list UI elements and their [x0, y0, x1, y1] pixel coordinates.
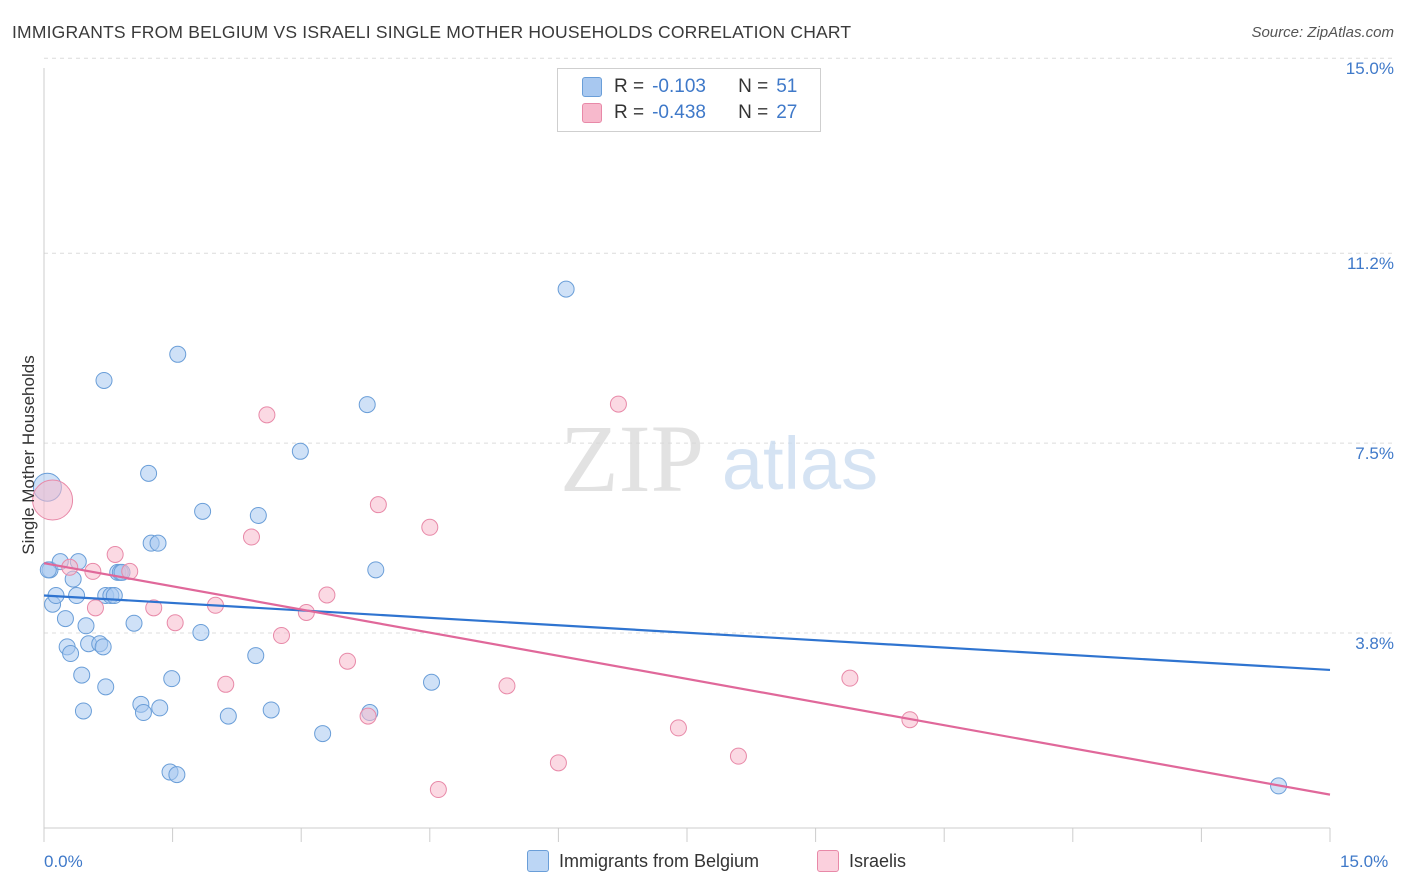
data-point [429, 781, 447, 799]
data-point [358, 396, 376, 414]
data-point [73, 666, 91, 684]
data-point [140, 464, 158, 482]
data-point [318, 586, 336, 604]
x-axis-ticks [43, 828, 1331, 842]
data-point [242, 528, 260, 546]
data-point [106, 545, 124, 563]
legend-r-value: -0.103 [652, 76, 706, 97]
data-point [549, 754, 567, 772]
data-point [166, 614, 184, 632]
legend-row-belgium: R = -0.103 N = 51 [582, 75, 797, 99]
trend-line [43, 594, 1331, 672]
legend-n-label: N = [738, 76, 769, 97]
watermark-atlas: atlas [722, 422, 878, 505]
x-tick-label-min: 0.0% [44, 852, 83, 871]
data-point [367, 561, 385, 579]
y-tick-label: 15.0% [1345, 59, 1394, 79]
y-tick-label: 11.2% [1347, 254, 1394, 274]
legend-r-value: -0.438 [652, 102, 706, 123]
data-point [219, 707, 237, 725]
data-point [421, 518, 439, 536]
data-point [314, 725, 332, 743]
data-point [498, 677, 516, 695]
data-point [39, 561, 57, 579]
source-credit: Source: ZipAtlas.com [1251, 24, 1394, 41]
data-point [669, 719, 687, 737]
data-point [97, 678, 115, 696]
legend-swatch-israelis [582, 103, 602, 123]
legend-n-value: 27 [776, 102, 798, 123]
watermark-zip: ZIP [560, 405, 704, 512]
data-point [729, 747, 747, 765]
data-point [557, 280, 575, 298]
data-point [77, 617, 95, 635]
data-point [291, 442, 309, 460]
bottom-legend-label: Israelis [849, 850, 907, 871]
data-point [217, 675, 235, 693]
data-point [262, 701, 280, 719]
data-point [94, 638, 112, 656]
y-axis-label: Single Mother Households [19, 355, 38, 555]
data-point [95, 371, 113, 389]
bottom-legend-swatch-israelis [817, 850, 839, 872]
trend-line [43, 562, 1331, 796]
data-point [74, 702, 92, 720]
data-point [105, 587, 123, 605]
legend-r-label: R = [614, 102, 645, 123]
data-point [56, 610, 74, 628]
data-point [192, 623, 210, 641]
data-point [32, 479, 74, 521]
legend-row-israelis: R = -0.438 N = 27 [582, 101, 797, 125]
series-belgium-points [32, 280, 1288, 795]
data-point [163, 670, 181, 688]
data-point [169, 345, 187, 363]
y-tick-label: 3.8% [1355, 633, 1394, 653]
x-tick-label-max: 15.0% [1340, 852, 1389, 871]
legend-r-label: R = [614, 76, 645, 97]
data-point [168, 766, 186, 784]
legend-n-label: N = [738, 102, 769, 123]
data-point [359, 707, 377, 725]
data-point [258, 406, 276, 424]
data-point [125, 614, 143, 632]
bottom-legend-belgium: Immigrants from Belgium [527, 850, 759, 872]
data-point [134, 704, 152, 722]
data-point [68, 587, 86, 605]
data-point [423, 673, 441, 691]
data-point [247, 647, 265, 665]
chart-title: IMMIGRANTS FROM BELGIUM VS ISRAELI SINGL… [12, 22, 852, 42]
trend-lines [43, 562, 1331, 796]
series-israelis-points [32, 395, 919, 799]
data-point [249, 506, 267, 524]
data-point [149, 534, 167, 552]
stats-legend: R = -0.103 N = 51 R = -0.438 N = 27 [557, 68, 821, 132]
data-point [62, 645, 80, 663]
data-point [841, 669, 859, 687]
legend-n-value: 51 [776, 76, 798, 97]
bottom-legend-israelis: Israelis [817, 850, 906, 872]
data-point [151, 699, 169, 717]
data-point [272, 627, 290, 645]
data-point [338, 652, 356, 670]
data-point [609, 395, 627, 413]
data-point [194, 502, 212, 520]
data-point [86, 599, 104, 617]
data-point [145, 599, 163, 617]
y-tick-label: 7.5% [1355, 444, 1394, 464]
bottom-legend-label: Immigrants from Belgium [559, 850, 760, 871]
data-point [369, 496, 387, 514]
legend-swatch-belgium [582, 77, 602, 97]
bottom-legend-swatch-belgium [527, 850, 549, 872]
gridlines [44, 57, 1392, 634]
